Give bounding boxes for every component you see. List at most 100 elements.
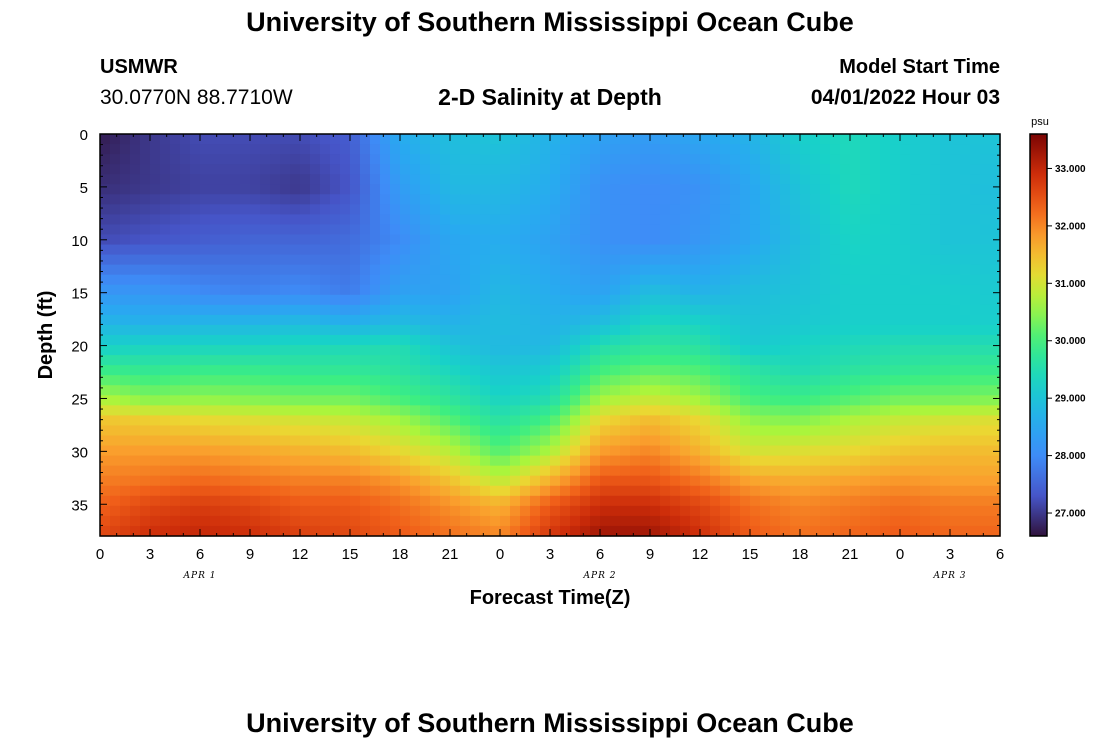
- heatmap-cell: [100, 465, 111, 477]
- heatmap-cell: [660, 435, 671, 447]
- heatmap-cell: [790, 485, 801, 497]
- heatmap-cell: [870, 274, 881, 286]
- heatmap-cell: [420, 505, 431, 517]
- heatmap-cell: [640, 455, 651, 467]
- heatmap-cell: [990, 375, 1001, 386]
- heatmap-cell: [320, 505, 331, 517]
- heatmap-cell: [570, 515, 581, 527]
- heatmap-cell: [880, 505, 891, 517]
- heatmap-cell: [730, 475, 741, 487]
- heatmap-cell: [210, 395, 221, 406]
- heatmap-cell: [770, 365, 781, 376]
- heatmap-cell: [890, 435, 901, 447]
- x-tick-label: 0: [896, 546, 904, 563]
- heatmap-cell: [430, 144, 441, 155]
- heatmap-cell: [420, 395, 431, 406]
- heatmap-cell: [300, 324, 311, 336]
- heatmap-cell: [890, 385, 901, 396]
- x-tick-label: 21: [842, 546, 859, 563]
- heatmap-cell: [730, 314, 741, 326]
- heatmap-cell: [280, 174, 291, 185]
- heatmap-cell: [700, 224, 711, 236]
- heatmap-cell: [980, 415, 991, 427]
- heatmap-cell: [340, 375, 351, 386]
- heatmap-cell: [350, 445, 361, 457]
- heatmap-cell: [140, 274, 151, 286]
- heatmap-cell: [220, 264, 231, 276]
- heatmap-cell: [710, 475, 721, 487]
- heatmap-cell: [520, 304, 531, 316]
- heatmap-cell: [900, 365, 911, 376]
- heatmap-cell: [310, 515, 321, 527]
- heatmap-cell: [950, 445, 961, 457]
- heatmap-cell: [350, 485, 361, 497]
- heatmap-cell: [570, 455, 581, 467]
- heatmap-cell: [820, 174, 831, 185]
- heatmap-cell: [960, 385, 971, 396]
- heatmap-cell: [610, 264, 621, 276]
- heatmap-cell: [460, 184, 471, 195]
- heatmap-cell: [650, 345, 661, 356]
- heatmap-cell: [120, 314, 131, 326]
- heatmap-cell: [640, 244, 651, 256]
- heatmap-cell: [750, 395, 761, 406]
- heatmap-cell: [140, 194, 151, 205]
- heatmap-cell: [320, 294, 331, 306]
- heatmap-cell: [780, 475, 791, 487]
- heatmap-cell: [870, 204, 881, 215]
- heatmap-cell: [400, 505, 411, 517]
- heatmap-cell: [980, 164, 991, 175]
- heatmap-cell: [190, 144, 201, 155]
- heatmap-cell: [330, 395, 341, 406]
- heatmap-cell: [330, 204, 341, 215]
- heatmap-cell: [330, 164, 341, 175]
- heatmap-cell: [930, 415, 941, 427]
- heatmap-cell: [140, 294, 151, 306]
- heatmap-cell: [410, 525, 421, 537]
- heatmap-cell: [380, 445, 391, 457]
- heatmap-cell: [580, 335, 591, 346]
- heatmap-cell: [270, 284, 281, 296]
- heatmap-cell: [250, 164, 261, 175]
- heatmap-cell: [900, 445, 911, 457]
- heatmap-cell: [360, 415, 371, 427]
- heatmap-cell: [400, 164, 411, 175]
- heatmap-cell: [320, 425, 331, 437]
- heatmap-cell: [520, 324, 531, 336]
- heatmap-cell: [940, 314, 951, 326]
- heatmap-cell: [160, 174, 171, 185]
- heatmap-cell: [740, 184, 751, 195]
- heatmap-cell: [940, 134, 951, 145]
- heatmap-cell: [750, 525, 761, 537]
- heatmap-cell: [220, 395, 231, 406]
- heatmap-cell: [890, 134, 901, 145]
- heatmap-cell: [910, 485, 921, 497]
- heatmap-cell: [330, 314, 341, 326]
- heatmap-cell: [570, 174, 581, 185]
- heatmap-cell: [400, 495, 411, 507]
- heatmap-cell: [460, 244, 471, 256]
- heatmap-cell: [780, 345, 791, 356]
- heatmap-cell: [890, 505, 901, 517]
- heatmap-cell: [680, 465, 691, 477]
- heatmap-cell: [960, 515, 971, 527]
- heatmap-cell: [350, 335, 361, 346]
- heatmap-cell: [860, 234, 871, 246]
- heatmap-cell: [280, 375, 291, 386]
- heatmap-cell: [900, 475, 911, 487]
- heatmap-cell: [740, 314, 751, 326]
- heatmap-cell: [160, 224, 171, 236]
- heatmap-cell: [570, 274, 581, 286]
- heatmap-cell: [910, 425, 921, 437]
- heatmap-cell: [190, 314, 201, 326]
- heatmap-cell: [220, 184, 231, 195]
- heatmap-cell: [990, 174, 1001, 185]
- heatmap-cell: [700, 495, 711, 507]
- heatmap-cell: [440, 224, 451, 236]
- heatmap-cell: [500, 184, 511, 195]
- heatmap-cell: [320, 435, 331, 447]
- heatmap-cell: [230, 375, 241, 386]
- heatmap-cell: [300, 194, 311, 205]
- heatmap-cell: [980, 465, 991, 477]
- heatmap-cell: [300, 455, 311, 467]
